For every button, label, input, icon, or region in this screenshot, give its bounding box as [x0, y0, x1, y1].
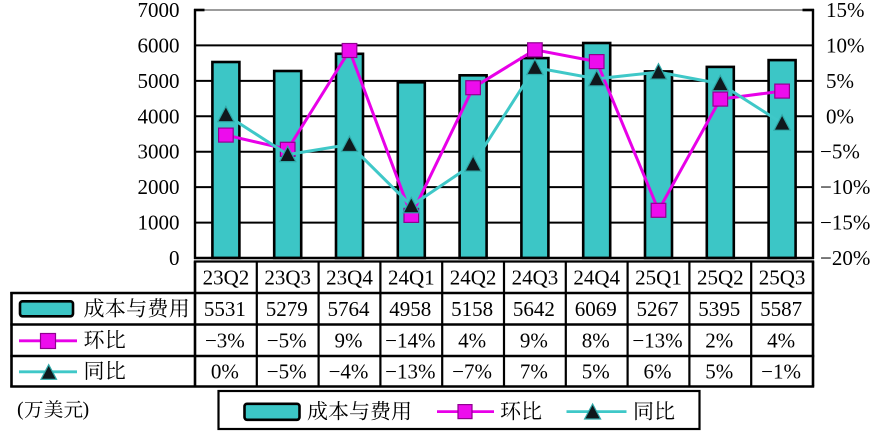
svg-text:24Q2: 24Q2 — [450, 265, 497, 289]
svg-text:5395: 5395 — [698, 297, 740, 321]
svg-text:7%: 7% — [520, 359, 548, 383]
svg-text:4000: 4000 — [138, 104, 180, 128]
svg-text:5279: 5279 — [266, 297, 308, 321]
svg-text:−5%: −5% — [820, 140, 860, 164]
svg-text:10%: 10% — [826, 33, 865, 57]
svg-text:2000: 2000 — [138, 175, 180, 199]
svg-text:−20%: −20% — [820, 246, 870, 270]
svg-text:5531: 5531 — [204, 297, 246, 321]
svg-text:1000: 1000 — [138, 211, 180, 235]
svg-text:5%: 5% — [705, 359, 733, 383]
svg-text:−3%: −3% — [205, 328, 245, 352]
svg-text:4%: 4% — [767, 328, 795, 352]
svg-text:−1%: −1% — [761, 359, 801, 383]
svg-text:0%: 0% — [211, 359, 239, 383]
svg-text:6000: 6000 — [138, 33, 180, 57]
svg-text:4%: 4% — [458, 328, 486, 352]
svg-text:5642: 5642 — [513, 297, 555, 321]
svg-text:−13%: −13% — [385, 359, 435, 383]
svg-text:5%: 5% — [826, 69, 854, 93]
svg-text:23Q3: 23Q3 — [264, 265, 311, 289]
svg-text:7000: 7000 — [138, 0, 180, 22]
svg-text:−5%: −5% — [267, 328, 307, 352]
svg-text:23Q4: 23Q4 — [326, 265, 373, 289]
svg-text:0: 0 — [169, 246, 180, 270]
svg-text:−15%: −15% — [820, 211, 870, 235]
svg-text:25Q1: 25Q1 — [635, 265, 682, 289]
svg-text:5%: 5% — [582, 359, 610, 383]
svg-text:−13%: −13% — [632, 328, 682, 352]
svg-text:5764: 5764 — [328, 297, 371, 321]
svg-text:0%: 0% — [826, 104, 854, 128]
svg-text:2%: 2% — [705, 328, 733, 352]
svg-text:8%: 8% — [582, 328, 610, 352]
svg-text:(: ( — [17, 399, 24, 421]
svg-text:9%: 9% — [335, 328, 363, 352]
svg-text:9%: 9% — [520, 328, 548, 352]
svg-text:3000: 3000 — [138, 140, 180, 164]
svg-text:15%: 15% — [826, 0, 865, 22]
svg-text:−14%: −14% — [385, 328, 435, 352]
svg-text:−10%: −10% — [820, 175, 870, 199]
svg-text:5000: 5000 — [138, 69, 180, 93]
svg-text:5158: 5158 — [451, 297, 493, 321]
svg-text:25Q2: 25Q2 — [697, 265, 744, 289]
svg-text:5267: 5267 — [637, 297, 679, 321]
svg-text:6%: 6% — [644, 359, 672, 383]
svg-text:6069: 6069 — [575, 297, 617, 321]
svg-text:−7%: −7% — [452, 359, 492, 383]
svg-text:): ) — [83, 399, 90, 421]
svg-text:25Q3: 25Q3 — [759, 265, 806, 289]
svg-text:−5%: −5% — [267, 359, 307, 383]
svg-text:5587: 5587 — [760, 297, 802, 321]
svg-text:24Q1: 24Q1 — [388, 265, 435, 289]
svg-text:24Q3: 24Q3 — [512, 265, 559, 289]
svg-text:4958: 4958 — [389, 297, 431, 321]
svg-text:24Q4: 24Q4 — [573, 265, 620, 289]
svg-text:23Q2: 23Q2 — [203, 265, 250, 289]
svg-text:−4%: −4% — [329, 359, 369, 383]
